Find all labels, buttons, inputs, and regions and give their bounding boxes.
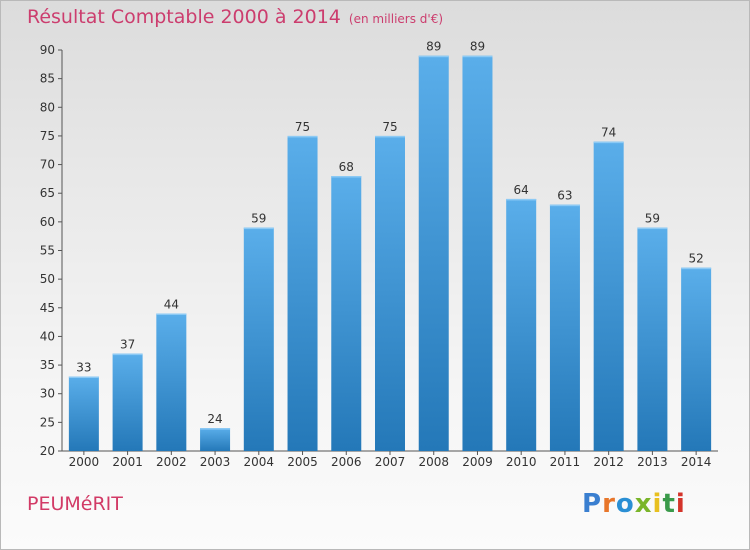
x-tick-label: 2006 [331, 455, 362, 469]
y-tick-label: 35 [40, 358, 55, 372]
data-label-2005: 75 [295, 120, 310, 134]
data-label-2009: 89 [470, 40, 485, 54]
y-tick-label: 70 [40, 158, 55, 172]
bar-2013 [637, 227, 668, 451]
logo-letter: i [675, 489, 686, 519]
data-label-2000: 33 [76, 361, 91, 375]
bar-2008 [418, 55, 449, 451]
y-tick-label: 60 [40, 215, 55, 229]
y-tick-label: 25 [40, 415, 55, 429]
y-tick-label: 50 [40, 272, 55, 286]
logo-letter: P [582, 489, 603, 519]
x-tick-label: 2013 [637, 455, 668, 469]
bar-top-highlight [243, 227, 274, 230]
x-tick-label: 2012 [593, 455, 624, 469]
data-label-2001: 37 [120, 338, 135, 352]
data-label-2006: 68 [339, 160, 354, 174]
bar-2014 [681, 267, 712, 451]
bar-top-highlight [506, 198, 537, 201]
chart-title: Résultat Comptable 2000 à 2014 (en millie… [27, 6, 443, 28]
data-label-2012: 74 [601, 126, 616, 140]
data-label-2011: 63 [557, 189, 572, 203]
bar-2003 [200, 428, 231, 451]
x-tick-label: 2005 [287, 455, 318, 469]
bar-top-highlight [112, 353, 143, 356]
data-label-2002: 44 [164, 298, 179, 312]
bars [68, 55, 712, 451]
y-tick-label: 85 [40, 72, 55, 86]
y-tick-label: 75 [40, 129, 55, 143]
chart-title-text: Résultat Comptable 2000 à 2014 [27, 6, 341, 28]
data-label-2010: 64 [514, 183, 529, 197]
bar-top-highlight [68, 376, 99, 379]
x-tick-label: 2001 [112, 455, 143, 469]
x-tick-label: 2000 [69, 455, 100, 469]
logo-letter: t [662, 489, 676, 519]
bar-top-highlight [637, 227, 668, 230]
bar-2006 [331, 176, 362, 451]
commune-name: PEUMéRIT [27, 493, 123, 515]
bar-2010 [506, 198, 537, 451]
x-tick-label: 2008 [418, 455, 449, 469]
data-label-2014: 52 [688, 252, 703, 266]
x-tick-label: 2010 [506, 455, 537, 469]
bar-top-highlight [156, 313, 187, 316]
x-tick-label: 2003 [200, 455, 231, 469]
x-tick-label: 2004 [244, 455, 275, 469]
bar-2004 [243, 227, 274, 451]
bar-2009 [462, 55, 493, 451]
axes: 20 25 30 35 40 45 50 55 60 65 70 75 80 85 90 2000 2001 20… [40, 43, 718, 469]
bar-top-highlight [375, 135, 405, 138]
bar-top-highlight [462, 55, 493, 58]
bar-2011 [549, 204, 580, 451]
data-label-2003: 24 [207, 412, 222, 426]
chart-unit-label: (en milliers d'€) [348, 12, 444, 26]
bar-2012 [593, 141, 624, 451]
data-label-2008: 89 [426, 40, 441, 54]
y-tick-label: 30 [40, 387, 55, 401]
bar-top-highlight [593, 141, 624, 144]
proxiti-logo: Proxiti [582, 489, 686, 519]
x-tick-label: 2002 [156, 455, 187, 469]
bar-top-highlight [331, 176, 362, 178]
y-tick-label: 40 [40, 329, 55, 343]
bar-2001 [112, 353, 143, 451]
x-tick-label: 2007 [375, 455, 406, 469]
y-tick-label: 90 [40, 43, 55, 57]
data-label-2004: 59 [251, 212, 266, 226]
bar-top-highlight [549, 204, 580, 207]
bar-2007 [375, 135, 405, 451]
logo-letter: i [652, 489, 663, 519]
bar-top-highlight [681, 267, 712, 270]
x-tick-label: 2011 [550, 455, 581, 469]
y-tick-label: 45 [40, 301, 55, 315]
y-tick-label: 80 [40, 100, 55, 114]
bar-top-highlight [287, 135, 318, 138]
logo-letter: r [602, 489, 616, 519]
y-tick-label: 65 [40, 186, 55, 200]
logo-letter: o [615, 489, 635, 519]
bar-2005 [287, 135, 318, 451]
x-tick-label: 2009 [462, 455, 493, 469]
data-labels: 33 37 44 24 59 75 68 75 89 89 64 63 74 59 52 [76, 40, 704, 426]
bar-2000 [68, 376, 99, 451]
x-tick-label: 2014 [681, 455, 712, 469]
y-tick-label: 55 [40, 244, 55, 258]
y-tick-label: 20 [40, 444, 55, 458]
bar-top-highlight [200, 428, 231, 430]
logo-letter: x [634, 489, 653, 519]
data-label-2013: 59 [645, 212, 660, 226]
bar-top-highlight [418, 55, 449, 58]
bar-2002 [156, 313, 187, 451]
data-label-2007: 75 [382, 120, 397, 134]
